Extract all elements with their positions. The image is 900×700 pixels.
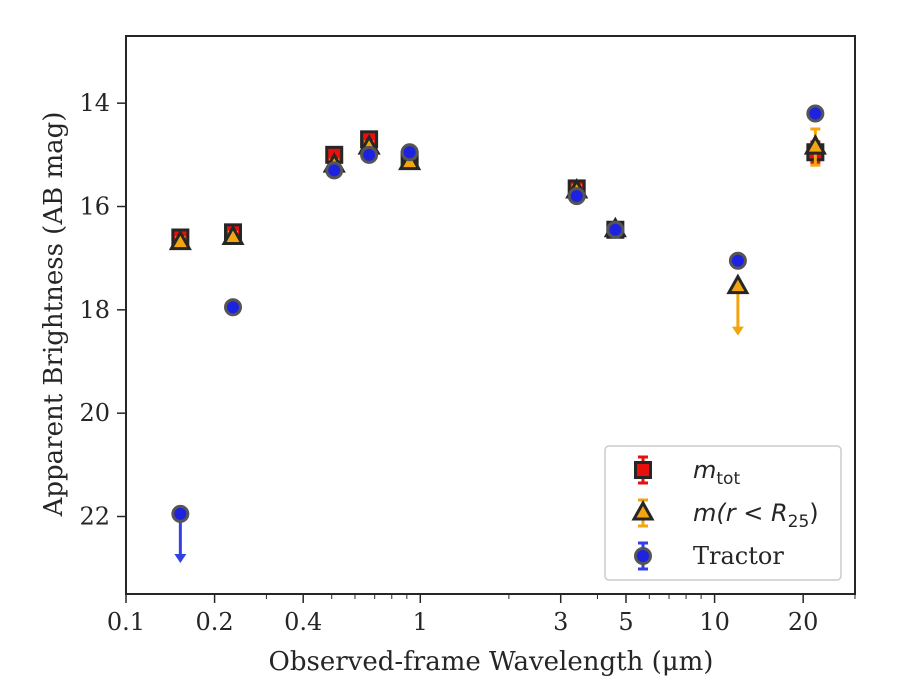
y-axis-label: Apparent Brightness (AB mag) [39, 112, 69, 518]
series-2-point-1 [224, 298, 243, 317]
series-2-point-7 [728, 251, 747, 270]
legend: mtot m(r < R25) Tractor [604, 445, 842, 581]
chart-marks [168, 104, 827, 563]
legend-label-2: Tractor [693, 542, 784, 570]
y-tick-label-0: 14 [79, 89, 110, 117]
series-1 [168, 127, 827, 336]
series-2-point-6 [606, 220, 625, 239]
series-1-point-1 [221, 224, 245, 245]
x-tick-label-4: 3 [553, 608, 568, 636]
legend-entry-2: Tractor [634, 541, 784, 571]
legend-marker-0 [634, 461, 652, 479]
x-axis-label: Observed-frame Wavelength (μm) [269, 647, 714, 677]
chart-axes: 0.1 0.2 0.4 1 3 5 10 20 14 16 18 20 22 [79, 35, 856, 636]
y-tick-label-1: 16 [79, 193, 110, 221]
series-2-point-4 [400, 143, 419, 162]
legend-label-0: mtot [693, 456, 740, 489]
legend-marker-2 [634, 547, 652, 565]
plot-frame [125, 35, 856, 595]
series-1-point-8 [803, 134, 827, 155]
legend-entry-0: mtot [634, 455, 740, 489]
series-2 [171, 104, 825, 563]
x-tick-label-3: 1 [413, 608, 428, 636]
legend-label-1: m(r < R25) [693, 499, 819, 532]
y-tick-label-3: 20 [79, 399, 110, 427]
x-tick-label-1: 0.2 [196, 608, 234, 636]
series-2-point-0 [171, 504, 190, 523]
series-2-point-0-upper-limit-arrow-head [174, 554, 187, 563]
legend-entry-1: m(r < R25) [631, 498, 819, 532]
y-tick-label-4: 22 [79, 503, 110, 531]
x-tick-label-7: 20 [788, 608, 819, 636]
legend-box [604, 445, 842, 581]
legend-marker-1 [631, 499, 655, 521]
x-tick-label-2: 0.4 [284, 608, 322, 636]
series-2-point-8 [806, 104, 825, 123]
series-2-point-3 [360, 145, 379, 164]
series-1-point-0 [168, 229, 192, 251]
series-1-point-7 [726, 273, 750, 295]
x-tick-label-6: 10 [699, 608, 730, 636]
series-0 [171, 130, 825, 247]
x-tick-label-5: 5 [618, 608, 633, 636]
x-tick-label-0: 0.1 [107, 608, 145, 636]
series-2-point-2 [325, 161, 344, 180]
y-tick-label-2: 18 [79, 296, 110, 324]
series-1-point-7-upper-limit-arrow-head [731, 326, 744, 336]
series-2-point-5 [567, 187, 586, 206]
